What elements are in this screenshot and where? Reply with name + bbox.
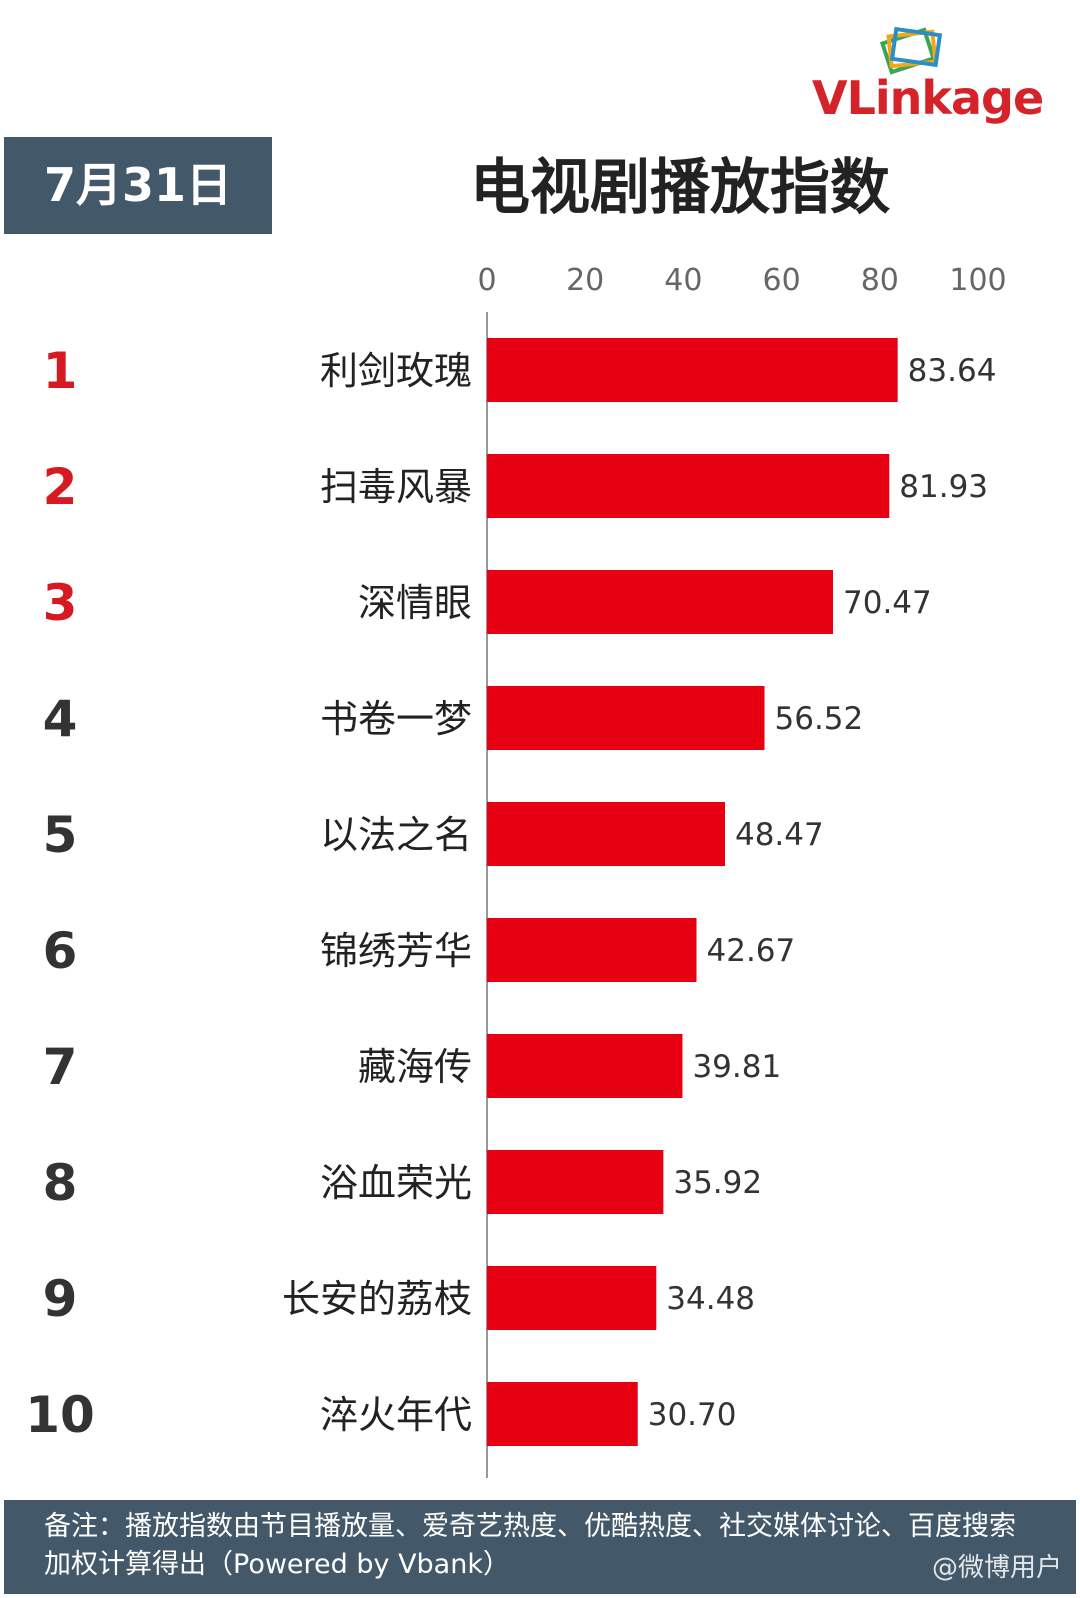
category-label: 浴血荣光 xyxy=(320,1161,472,1205)
x-tick-label: 80 xyxy=(861,263,899,298)
rank-number: 6 xyxy=(43,922,78,980)
category-label: 深情眼 xyxy=(358,581,472,625)
bar xyxy=(487,454,890,518)
rank-number: 4 xyxy=(43,690,78,748)
logo-text: VLinkage xyxy=(812,71,1044,125)
rank-number: 5 xyxy=(43,806,78,864)
x-tick-label: 100 xyxy=(949,263,1006,298)
value-label: 35.92 xyxy=(673,1165,762,1201)
rank-number: 10 xyxy=(25,1386,95,1444)
category-label: 藏海传 xyxy=(358,1045,472,1089)
rank-number: 8 xyxy=(43,1154,78,1212)
category-label: 锦绣芳华 xyxy=(320,929,472,973)
x-tick-label: 0 xyxy=(477,263,496,298)
category-label: 淬火年代 xyxy=(320,1393,472,1437)
value-label: 70.47 xyxy=(843,585,932,621)
value-label: 39.81 xyxy=(692,1049,781,1085)
category-label: 以法之名 xyxy=(320,813,472,857)
value-label: 30.70 xyxy=(648,1397,737,1433)
value-label: 83.64 xyxy=(908,353,997,389)
bar xyxy=(487,1150,664,1214)
category-label: 扫毒风暴 xyxy=(320,465,472,509)
x-tick-label: 40 xyxy=(664,263,702,298)
bar xyxy=(487,570,834,634)
logo-cards-icon xyxy=(879,26,943,75)
bar xyxy=(487,918,697,982)
watermark: @微博用户 xyxy=(931,1553,1062,1583)
value-label: 42.67 xyxy=(707,933,796,969)
x-tick-label: 60 xyxy=(763,263,801,298)
footer-note-panel: 备注：播放指数由节目播放量、爱奇艺热度、优酷热度、社交媒体讨论、百度搜索加权计算… xyxy=(4,1500,1076,1594)
rank-number: 2 xyxy=(43,458,78,516)
page-title: 电视剧播放指数 xyxy=(470,153,890,223)
vlinkage-logo: VLinkage xyxy=(812,22,1052,125)
value-label: 48.47 xyxy=(735,817,824,853)
category-label: 书卷一梦 xyxy=(320,697,472,741)
footer-note: 备注：播放指数由节目播放量、爱奇艺热度、优酷热度、社交媒体讨论、百度搜索加权计算… xyxy=(44,1511,1016,1580)
bar xyxy=(487,1382,638,1446)
date-badge: 7月31日 xyxy=(4,137,272,234)
bar xyxy=(487,1266,657,1330)
category-label: 长安的荔枝 xyxy=(282,1277,472,1321)
category-label: 利剑玫瑰 xyxy=(320,349,472,393)
rank-number: 9 xyxy=(43,1270,78,1328)
rank-number: 7 xyxy=(43,1038,78,1096)
bar xyxy=(487,802,725,866)
rank-number: 3 xyxy=(43,574,78,632)
bar xyxy=(487,686,765,750)
bar xyxy=(487,338,898,402)
rank-number: 1 xyxy=(43,342,78,400)
value-label: 56.52 xyxy=(775,701,864,737)
bar-chart: 0 20 40 60 80 100 1 利剑玫瑰 83.64 2 扫毒风暴 81.93 3 深情眼 70.4… xyxy=(25,263,1007,1478)
x-tick-label: 20 xyxy=(566,263,604,298)
bar xyxy=(487,1034,683,1098)
value-label: 34.48 xyxy=(666,1281,755,1317)
value-label: 81.93 xyxy=(899,469,988,505)
